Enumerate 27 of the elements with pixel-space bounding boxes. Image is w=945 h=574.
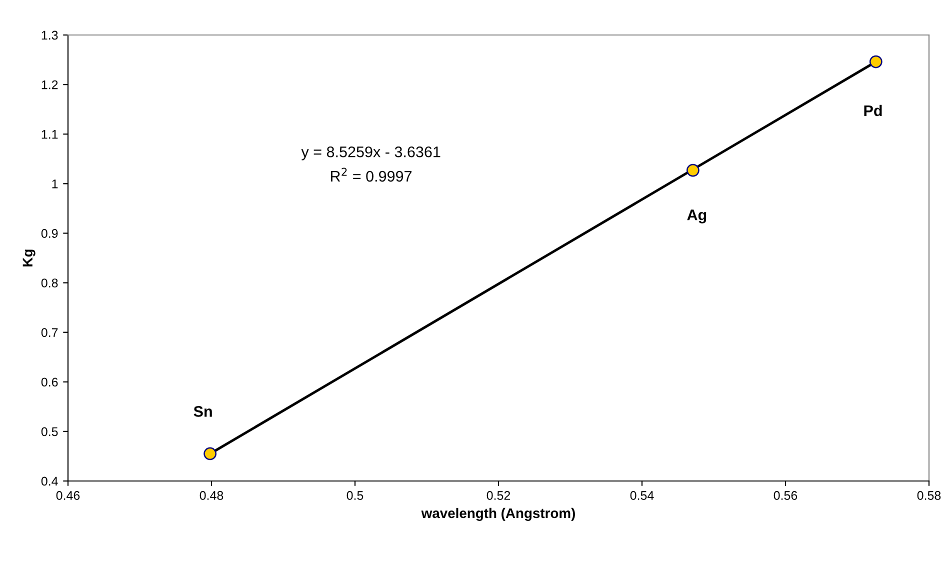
y-tick-label: 1.1 [42,130,58,139]
y-tick-label: 1 [52,180,58,188]
y-tick-label: 1.3 [42,30,58,40]
point [869,55,882,68]
x-tick-label: 0.56 [774,491,798,500]
x-tick-label: 0.46 [56,491,80,500]
x-tick-label: 0.52 [486,491,510,500]
x-tick-label: 0.5 [346,491,364,500]
y-tick-label: 0.4 [41,476,58,486]
x-tick-label: 0.54 [630,491,654,500]
y-tick-label: 0.9 [41,229,58,238]
annotation: y = 8.5259x - 3.6361 [301,146,440,160]
y-tick-label: 0.8 [41,278,58,288]
y-tick-label: 1.2 [42,80,58,90]
y-tick-label: 0.6 [41,378,58,387]
x-axis-title: wavelength (Angstrom) [421,508,575,521]
annotation: Pd [864,104,882,116]
point [686,164,700,177]
annotation: Sn [194,406,212,417]
y-axis-title: Kg [22,250,36,266]
point [204,447,216,460]
annotation: Ag [687,210,706,224]
annotation: R$^{2}$ = 0.9997 [331,168,412,182]
y-tick-label: 0.5 [41,427,58,436]
y-tick-label: 0.7 [41,328,58,337]
x-tick-label: 0.58 [917,491,941,500]
x-tick-label: 0.48 [200,491,224,500]
